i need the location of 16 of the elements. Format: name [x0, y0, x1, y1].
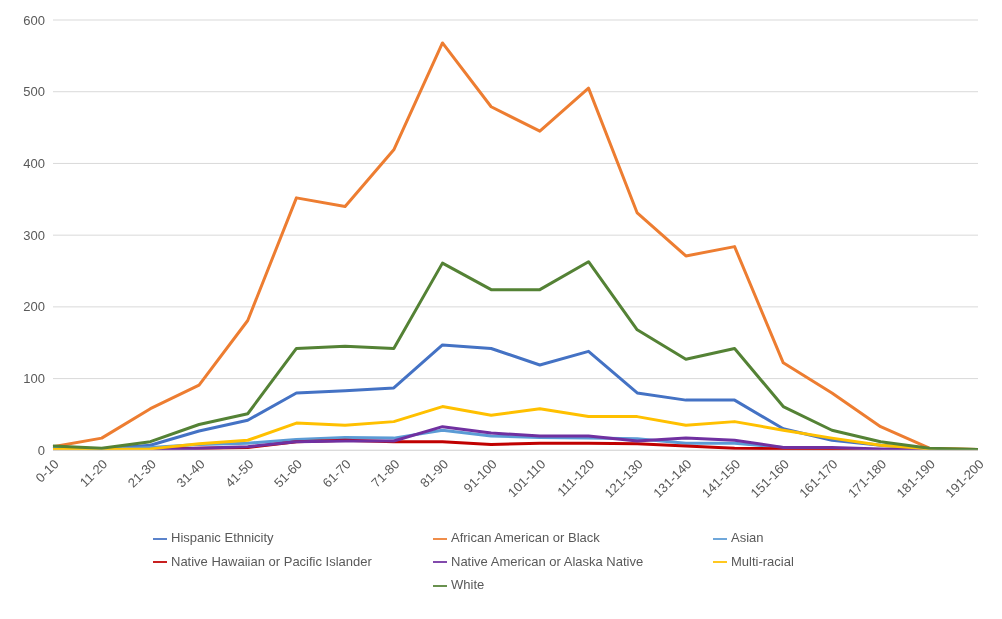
- legend-label: Asian: [731, 530, 764, 546]
- legend-label: African American or Black: [451, 530, 600, 546]
- y-tick-label: 400: [23, 156, 45, 172]
- legend-label: White: [451, 577, 485, 593]
- y-tick-label: 200: [23, 299, 45, 315]
- y-tick-label: 500: [23, 84, 45, 100]
- x-tick-label: 0-10: [32, 456, 62, 486]
- y-tick-label: 0: [37, 442, 45, 458]
- legend-label: Native Hawaiian or Pacific Islander: [171, 553, 372, 569]
- y-tick-label: 100: [23, 371, 45, 387]
- legend-label: Hispanic Ethnicity: [171, 530, 274, 546]
- y-tick-label: 300: [23, 227, 45, 243]
- legend-label: Native American or Alaska Native: [451, 553, 644, 569]
- y-tick-label: 600: [23, 12, 45, 28]
- line-series: [51, 260, 980, 451]
- legend-label: Multi-racial: [731, 553, 794, 569]
